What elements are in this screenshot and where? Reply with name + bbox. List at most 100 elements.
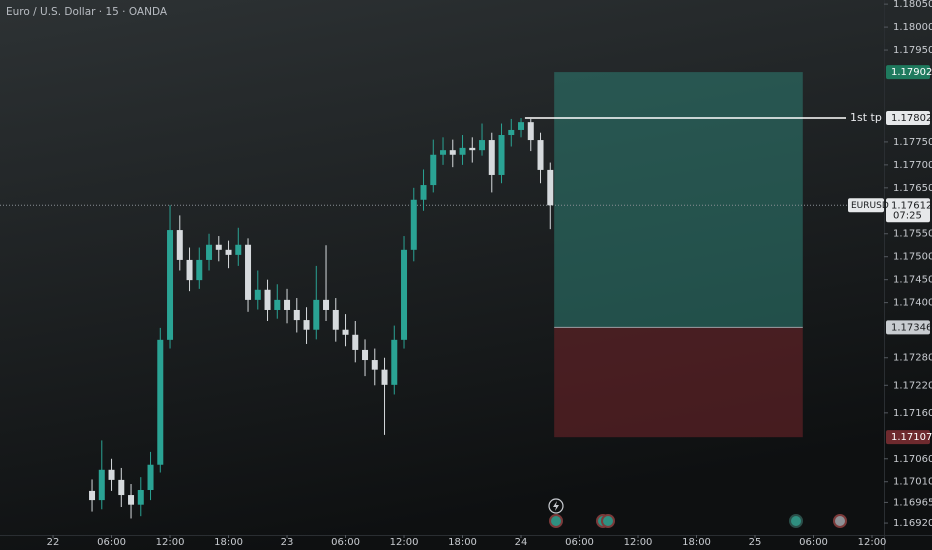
tp-price-label: 1.17802	[891, 113, 932, 124]
candle-body	[274, 299, 281, 310]
event-icon[interactable]	[601, 514, 615, 528]
y-tick-label: 1.17750	[893, 137, 932, 148]
x-tick-label: 18:00	[448, 537, 477, 548]
y-tick-label: 1.17160	[893, 408, 932, 419]
candle-body	[488, 140, 495, 175]
candle-body	[254, 289, 261, 300]
candle-body	[108, 469, 115, 480]
candle-body	[527, 122, 534, 141]
candle-body	[215, 244, 222, 250]
tp-price-label-bg	[886, 111, 930, 126]
candle-body	[157, 339, 164, 465]
y-tick-label: 1.18000	[893, 22, 932, 33]
x-tick-label: 12:00	[858, 537, 887, 548]
entry-price-label-bg	[886, 320, 930, 335]
plot: 1st tp	[0, 72, 884, 519]
y-tick-label: 1.16920	[893, 518, 932, 529]
candle-body	[206, 244, 213, 260]
y-tick-label: 1.17220	[893, 380, 932, 391]
candle-body	[362, 349, 369, 361]
candle-body	[235, 244, 242, 255]
x-tick-label: 12:00	[156, 537, 185, 548]
y-tick-label: 1.17950	[893, 45, 932, 56]
candle-body	[410, 199, 417, 250]
target-price-label-bg	[886, 65, 930, 80]
last-price-label: 1.17612	[891, 200, 932, 211]
candle-body	[137, 489, 144, 505]
x-tick-label: 25	[749, 537, 762, 548]
candle-body	[186, 259, 193, 281]
candle-body	[147, 464, 154, 490]
candle-body	[479, 140, 486, 151]
candle-body	[98, 469, 105, 501]
x-tick-label: 12:00	[624, 537, 653, 548]
candle-body	[118, 479, 125, 496]
candle-body	[508, 129, 515, 136]
x-tick-label: 06:00	[97, 537, 126, 548]
x-tick-label: 24	[515, 537, 528, 548]
x-tick-label: 06:00	[565, 537, 594, 548]
x-tick-label: 23	[281, 537, 294, 548]
candle-body	[469, 147, 476, 151]
x-tick-label: 18:00	[682, 537, 711, 548]
candle-body	[196, 259, 203, 281]
stop-price-label: 1.17107	[891, 432, 932, 443]
candle-body	[498, 135, 505, 175]
y-tick-label: 1.16965	[893, 497, 932, 508]
event-icon[interactable]	[549, 514, 563, 528]
candle-body	[537, 140, 544, 170]
candle-body	[332, 309, 339, 330]
candle-body	[89, 490, 96, 501]
tp-label: 1st tp	[850, 111, 882, 124]
lightning-icon[interactable]	[548, 498, 564, 514]
x-tick-label: 22	[47, 537, 60, 548]
candle-body	[245, 244, 252, 300]
candle-body	[518, 122, 525, 130]
candle-body	[449, 150, 456, 155]
entry-price-label: 1.17346	[891, 322, 932, 333]
candle-body	[440, 150, 447, 155]
candle-body	[401, 249, 408, 340]
candle-body	[352, 334, 359, 350]
candle-body	[459, 147, 466, 155]
x-tick-label: 12:00	[390, 537, 419, 548]
symbol-bg	[848, 198, 884, 213]
candle-body	[547, 169, 554, 206]
y-tick-label: 1.18050	[893, 0, 932, 10]
y-tick-label: 1.17400	[893, 298, 932, 309]
candle-body	[371, 360, 378, 370]
event-icon[interactable]	[789, 514, 803, 528]
chart-title: Euro / U.S. Dollar · 15 · OANDA	[6, 6, 168, 18]
y-tick-label: 1.17550	[893, 229, 932, 240]
candle-body	[323, 299, 330, 310]
candle-body	[391, 339, 398, 385]
target-price-label: 1.17902	[891, 67, 932, 78]
candle-body	[167, 230, 174, 340]
countdown-label: 07:25	[893, 210, 922, 221]
candle-body	[430, 154, 437, 186]
y-tick-label: 1.17280	[893, 353, 932, 364]
event-icon[interactable]	[833, 514, 847, 528]
candle-body	[264, 289, 271, 310]
lightning-glyph	[553, 501, 559, 511]
y-tick-label: 1.17060	[893, 454, 932, 465]
event-icons	[548, 498, 847, 528]
loss-zone	[554, 327, 803, 438]
candle-body	[342, 329, 349, 335]
candle-body	[225, 249, 232, 255]
x-tick-label: 06:00	[799, 537, 828, 548]
candle-body	[176, 230, 183, 260]
candle-body	[313, 299, 320, 330]
y-tick-label: 1.17450	[893, 275, 932, 286]
candle-body	[128, 495, 135, 505]
x-tick-label: 06:00	[331, 537, 360, 548]
profit-zone	[554, 72, 803, 328]
x-tick-label: 18:00	[214, 537, 243, 548]
candle-body	[420, 185, 427, 200]
last-price-bg	[886, 198, 930, 223]
candle-body	[293, 309, 300, 321]
symbol-label: EURUSD	[851, 201, 889, 211]
y-tick-label: 1.17700	[893, 160, 932, 171]
y-tick-label: 1.17650	[893, 183, 932, 194]
